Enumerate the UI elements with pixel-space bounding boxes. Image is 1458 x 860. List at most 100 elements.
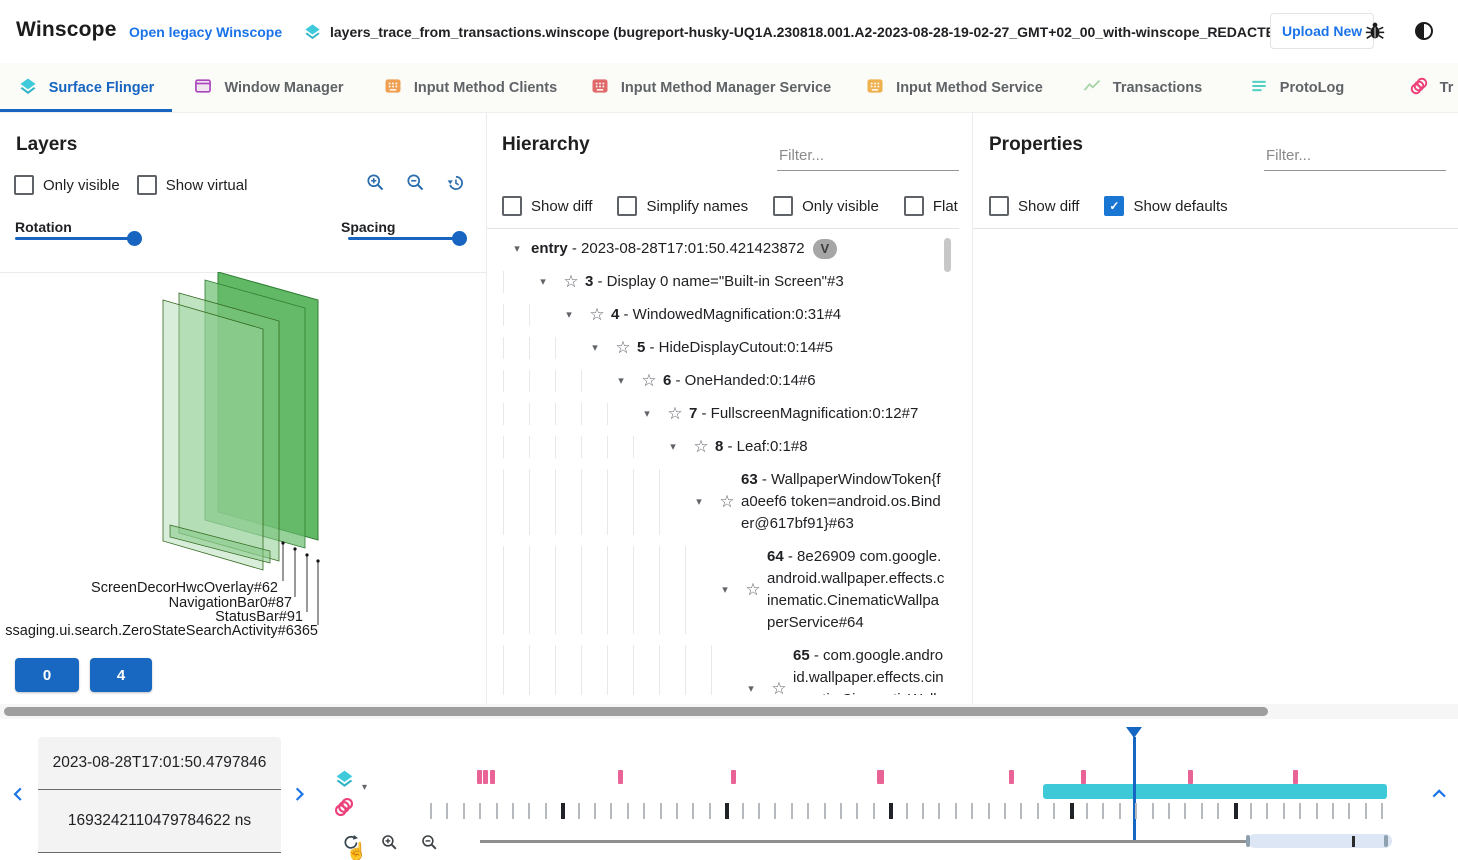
trace-selector-dropdown-icon[interactable]: ▾ [362,782,368,793]
reset-view-history-icon[interactable] [445,172,466,198]
show-diff-checkbox[interactable] [502,196,522,216]
human-timestamp-field[interactable]: 2023-08-28T17:01:50.4797846 [38,737,281,790]
pin-star-icon[interactable]: ☆ [667,404,683,423]
ns-timestamp-field[interactable]: 1693242110479784622 ns [38,790,281,853]
tab-input-method-clients[interactable]: Input Method Clients [365,63,575,112]
show-virtual-checkbox[interactable] [136,175,157,195]
transition-marker[interactable] [731,770,736,784]
minimap-left-handle[interactable] [1246,835,1250,847]
pin-star-icon[interactable]: ☆ [719,492,735,511]
collapse-arrow-icon[interactable]: ▾ [748,683,754,695]
tree-node[interactable]: ▾ ☆ 65 - com.google.android.wallpaper.effe… [503,645,945,695]
timeline-minimap-range[interactable] [1248,834,1392,848]
timeline-tick [758,803,760,819]
pin-star-icon[interactable]: ☆ [563,272,579,291]
timeline-zoom-in-icon[interactable] [380,833,399,857]
transition-marker[interactable] [477,770,482,784]
indent-guide [529,403,555,425]
collapse-arrow-icon[interactable]: ▾ [514,243,520,255]
pin-star-icon[interactable]: ☆ [615,338,631,357]
timeline-zoom-out-icon[interactable] [420,833,439,857]
refresh-icon[interactable] [341,833,360,857]
timeline-cursor[interactable] [1133,737,1136,841]
display-button-4[interactable]: 4 [90,658,152,692]
collapse-arrow-icon[interactable]: ▾ [540,276,546,288]
collapse-arrow-icon[interactable]: ▾ [644,408,650,420]
display-button-0[interactable]: 0 [15,658,79,692]
timeline-tick [889,803,893,819]
tree-node[interactable]: ▾ ☆ 63 - WallpaperWindowToken{fa0eef6 toke… [503,469,945,535]
transition-marker[interactable] [1009,770,1014,784]
open-legacy-winscope-link[interactable]: Open legacy Winscope [129,24,283,40]
collapse-timeline-chevron-icon[interactable] [1430,785,1450,810]
indent-guide [685,645,711,695]
transition-marker[interactable] [483,770,488,784]
collapse-arrow-icon[interactable]: ▾ [670,441,676,453]
indent-guide [529,645,555,695]
tab-protolog[interactable]: ProtoLog [1222,63,1371,112]
collapse-arrow-icon[interactable]: ▾ [696,496,702,508]
pin-star-icon[interactable]: ☆ [693,437,709,456]
zoom-in-icon[interactable] [365,172,386,198]
layers-3d-scene[interactable]: ScreenDecorHwcOverlay#62 NavigationBar0#… [0,272,487,652]
pin-star-icon[interactable]: ☆ [745,580,761,599]
timeline-cursor-handle[interactable] [1126,727,1142,738]
tree-node[interactable]: ▾ ☆ 7 - FullscreenMagnification:0:12#7 [503,403,945,425]
flat-checkbox[interactable] [903,196,924,216]
next-entry-chevron-icon[interactable] [290,785,310,810]
spacing-slider[interactable] [348,231,467,246]
layer-rect[interactable] [178,292,280,562]
pin-star-icon[interactable]: ☆ [589,305,605,324]
transition-marker[interactable] [1081,770,1086,784]
previous-entry-chevron-icon[interactable] [10,785,30,810]
simplify-names-checkbox[interactable] [617,196,638,216]
zoom-out-icon[interactable] [405,172,426,198]
collapse-arrow-icon[interactable]: ▾ [618,375,624,387]
only-visible-checkbox[interactable] [773,196,794,216]
timeline-tick [1070,803,1074,819]
tree-node[interactable]: ▾ ☆ 64 - 8e26909 com.google.android.wallpa… [503,546,945,634]
tab-transactions[interactable]: Transactions [1062,63,1222,112]
tree-node[interactable]: ▾ ☆ 5 - HideDisplayCutout:0:14#5 [503,337,945,359]
properties-filter-input[interactable] [1264,145,1446,171]
timeline-tick [496,803,498,819]
only-visible-checkbox-group: Only visible [14,175,120,195]
indent-guide [503,645,529,695]
tree-node[interactable]: ▾ ☆ 6 - OneHanded:0:14#6 [503,370,945,392]
tab-input-method-manager-service[interactable]: Input Method Manager Service [575,63,846,112]
transition-marker[interactable] [877,770,884,784]
horizontal-scrollbar-thumb[interactable] [4,707,1268,716]
collapse-arrow-icon[interactable]: ▾ [592,342,598,354]
dark-mode-toggle-icon[interactable] [1412,19,1436,48]
transition-marker[interactable] [1293,770,1298,784]
transition-marker[interactable] [618,770,623,784]
transition-marker[interactable] [1188,770,1193,784]
tab-tr[interactable]: Tr [1371,63,1458,112]
surface-flinger-active-range-bar[interactable] [1043,784,1387,799]
transition-marker[interactable] [490,770,495,784]
rotation-slider[interactable] [15,231,142,246]
tab-window-manager[interactable]: Window Manager [172,63,365,112]
upload-new-button[interactable]: Upload New [1270,13,1375,49]
layer-rect[interactable] [162,299,264,571]
tab-input-method-service[interactable]: Input Method Service [846,63,1062,112]
tree-node[interactable]: ▾ entry - 2023-08-28T17:01:50.421423872 V [503,238,945,260]
tab-surface-flinger[interactable]: Surface Flinger [0,63,172,112]
only-visible-checkbox-group: Only visible [773,196,879,216]
hierarchy-filter-input[interactable] [777,145,959,171]
minimap-right-handle[interactable] [1384,835,1388,847]
only-visible-checkbox[interactable] [14,175,34,195]
show-diff-checkbox[interactable] [989,196,1009,216]
collapse-arrow-icon[interactable]: ▾ [566,309,572,321]
tree-node[interactable]: ▾ ☆ 4 - WindowedMagnification:0:31#4 [503,304,945,326]
tree-node[interactable]: ▾ ☆ 8 - Leaf:0:1#8 [503,436,945,458]
collapse-arrow-icon[interactable]: ▾ [722,584,728,596]
tree-node[interactable]: ▾ ☆ 3 - Display 0 name="Built-in Screen"#3 [503,271,945,293]
pin-star-icon[interactable]: ☆ [641,371,657,390]
timeline-minimap-track[interactable] [480,840,1248,843]
hierarchy-scrollbar[interactable] [944,238,951,272]
show-defaults-checkbox[interactable]: ✓ [1104,196,1125,216]
report-bug-icon[interactable] [1364,20,1386,47]
layer-rect[interactable] [169,524,271,564]
pin-star-icon[interactable]: ☆ [771,679,787,695]
